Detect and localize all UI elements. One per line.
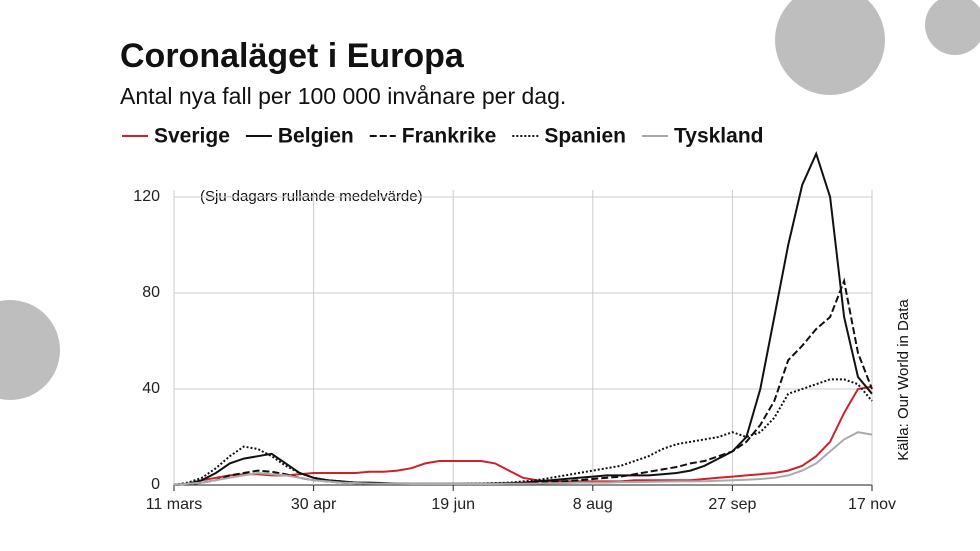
x-tick-label: 11 mars [146,496,203,513]
y-tick-label: 0 [151,476,160,493]
y-tick-label: 80 [142,284,160,301]
chart-subtitle: Antal nya fall per 100 000 invånare per … [120,83,566,109]
y-tick-label: 40 [142,380,160,397]
x-tick-label: 27 sep [708,496,756,513]
x-tick-label: 8 aug [573,496,613,513]
data-line [173,277,873,486]
source: Källa: Our World in Data [895,299,912,461]
x-tick-label: 17 nov [848,496,896,513]
x-tick-label: 19 jun [431,496,475,513]
legend-label: Sverige [154,125,230,148]
data-line [173,378,873,486]
data-line [173,431,873,486]
data-line [173,385,873,486]
legend-label: Tyskland [674,125,763,148]
legend-label: Frankrike [402,125,497,148]
y-tick-label: 120 [133,188,160,205]
legend: Sverige Belgien Frankrike Spanien Tyskland [122,125,763,148]
legend-label: Spanien [544,125,626,148]
x-tick-label: 30 apr [291,496,337,513]
chart-title: Coronaläget i Europa [120,37,465,75]
legend-label: Belgien [278,125,354,148]
chart-note: (Sju-dagars rullande medelvärde) [200,188,423,205]
virus-decoration [0,0,980,400]
